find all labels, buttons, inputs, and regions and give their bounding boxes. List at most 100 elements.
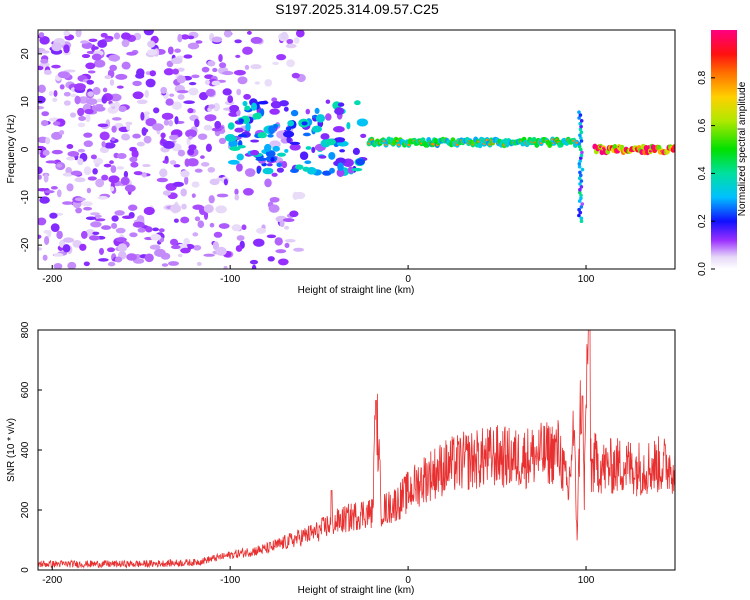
spectrogram-cell: [43, 173, 49, 183]
spectrogram-cell: [284, 148, 289, 153]
spectrogram-cell: [166, 60, 174, 68]
spectrogram-cell: [579, 119, 584, 123]
spectrogram-cell: [124, 184, 136, 192]
spectrogram-cell: [219, 62, 227, 69]
spectrogram-cell: [346, 122, 351, 130]
spectrogram-cell: [56, 163, 63, 168]
colorbar-tick-label: 0.4: [697, 166, 708, 180]
spectrogram-cell: [325, 99, 331, 104]
spectrogram-cell: [95, 103, 104, 108]
spectrogram-cell: [74, 83, 86, 91]
spectrogram-cell: [79, 243, 87, 251]
spectrogram-cell: [83, 132, 93, 138]
spectrogram-cell: [167, 46, 174, 55]
spectrogram-cell: [311, 146, 316, 154]
spectrogram-cell: [163, 119, 170, 126]
spectrogram-cell: [311, 125, 322, 133]
spectrogram-cell: [289, 141, 301, 145]
spectrogram-cell: [62, 201, 73, 205]
spectrogram-cell: [271, 97, 278, 103]
spectrogram-cell: [235, 245, 243, 252]
spectrogram-cell: [250, 64, 262, 70]
spectrogram-cell: [80, 230, 88, 239]
spectrogram-cell: [103, 163, 112, 168]
spectrogram-cell: [285, 126, 292, 132]
spectrogram-cell: [238, 133, 247, 138]
spectrogram-cell: [38, 174, 42, 180]
spectrogram-cell: [229, 104, 240, 112]
spectrogram-cell: [455, 143, 459, 146]
spectrogram-cell: [126, 253, 138, 261]
spectrogram-cell: [38, 166, 43, 175]
colorbar-tick-label: 0.0: [697, 262, 708, 276]
spectrogram-cell: [285, 43, 297, 49]
spectrogram-cell: [101, 95, 108, 104]
spectrogram-cell: [197, 220, 205, 229]
spectrogram-cell: [154, 248, 166, 257]
spectrogram-cell: [75, 207, 82, 214]
spectrogram-cell: [578, 187, 582, 192]
spectrogram-cell: [114, 210, 125, 216]
spectrogram-cell: [180, 216, 190, 224]
spectrogram-cell: [183, 54, 193, 59]
spectrogram-cell: [283, 106, 289, 112]
spectrogram-ytick-label: 20: [20, 48, 31, 60]
spectrogram-cell: [86, 79, 95, 85]
spectrogram-ytick-label: -20: [20, 237, 31, 252]
spectrogram-cell: [145, 118, 157, 127]
spectrogram-cell: [290, 168, 299, 173]
spectrogram-cell: [186, 158, 199, 167]
spectrogram-cell: [579, 139, 584, 143]
spectrogram-cell: [577, 213, 581, 218]
spectrogram-cell: [207, 60, 216, 67]
spectrogram-cell: [188, 87, 199, 96]
spectrogram-cell: [81, 201, 93, 207]
snr-xtick-label: 100: [578, 575, 595, 586]
spectrogram-cell: [133, 171, 143, 176]
snr-xtick-label: -200: [42, 575, 62, 586]
spectrogram-cell: [123, 170, 129, 178]
spectrogram-cell: [284, 242, 290, 248]
spectrogram-cell: [72, 240, 82, 248]
spectrogram-cell: [121, 39, 130, 48]
spectrogram-cell: [88, 235, 100, 241]
spectrogram-cell: [110, 165, 117, 174]
spectrogram-cell: [222, 88, 232, 96]
spectrogram-cell: [173, 164, 181, 168]
spectrogram-cell: [152, 227, 160, 232]
spectrogram-cell: [59, 130, 65, 135]
spectrogram-cell: [38, 217, 47, 226]
spectrogram-cell: [360, 133, 367, 138]
spectrogram-cell: [279, 220, 285, 228]
spectrogram-cell: [86, 50, 96, 54]
spectrogram-cell: [56, 230, 63, 240]
spectrogram-cell: [188, 144, 197, 151]
spectrogram-cell: [431, 143, 435, 146]
colorbar-ticks: 0.0 0.2 0.4 0.6 0.8: [697, 70, 715, 276]
spectrogram-cell: [264, 178, 272, 188]
spectrogram-content: [38, 30, 675, 269]
spectrogram-cell: [48, 90, 54, 97]
spectrogram-cell: [579, 136, 583, 140]
spectrogram-cell: [90, 212, 101, 216]
spectrogram-cell: [92, 87, 101, 95]
spectrogram-cell: [53, 253, 64, 257]
spectrogram-cell: [578, 133, 582, 137]
spectrogram-cell: [191, 193, 196, 198]
spectrogram-cell: [108, 175, 120, 184]
spectrogram-cell: [275, 249, 287, 254]
spectrogram-cell: [141, 172, 147, 178]
spectrogram-cell: [62, 172, 73, 177]
spectrogram-cell: [102, 87, 108, 93]
spectrogram-cell: [51, 64, 61, 69]
spectrogram-cell: [194, 118, 200, 128]
spectrogram-cell: [213, 231, 223, 238]
spectrogram-cell: [94, 218, 106, 222]
spectrogram-cell: [38, 106, 45, 110]
spectrogram-xtick-label: -100: [220, 274, 240, 285]
spectrogram-cell: [59, 84, 65, 90]
spectrogram-cell: [267, 133, 274, 138]
spectrogram-cell: [238, 118, 244, 124]
spectrogram-cell: [236, 163, 243, 172]
spectrogram-cell: [203, 253, 215, 257]
